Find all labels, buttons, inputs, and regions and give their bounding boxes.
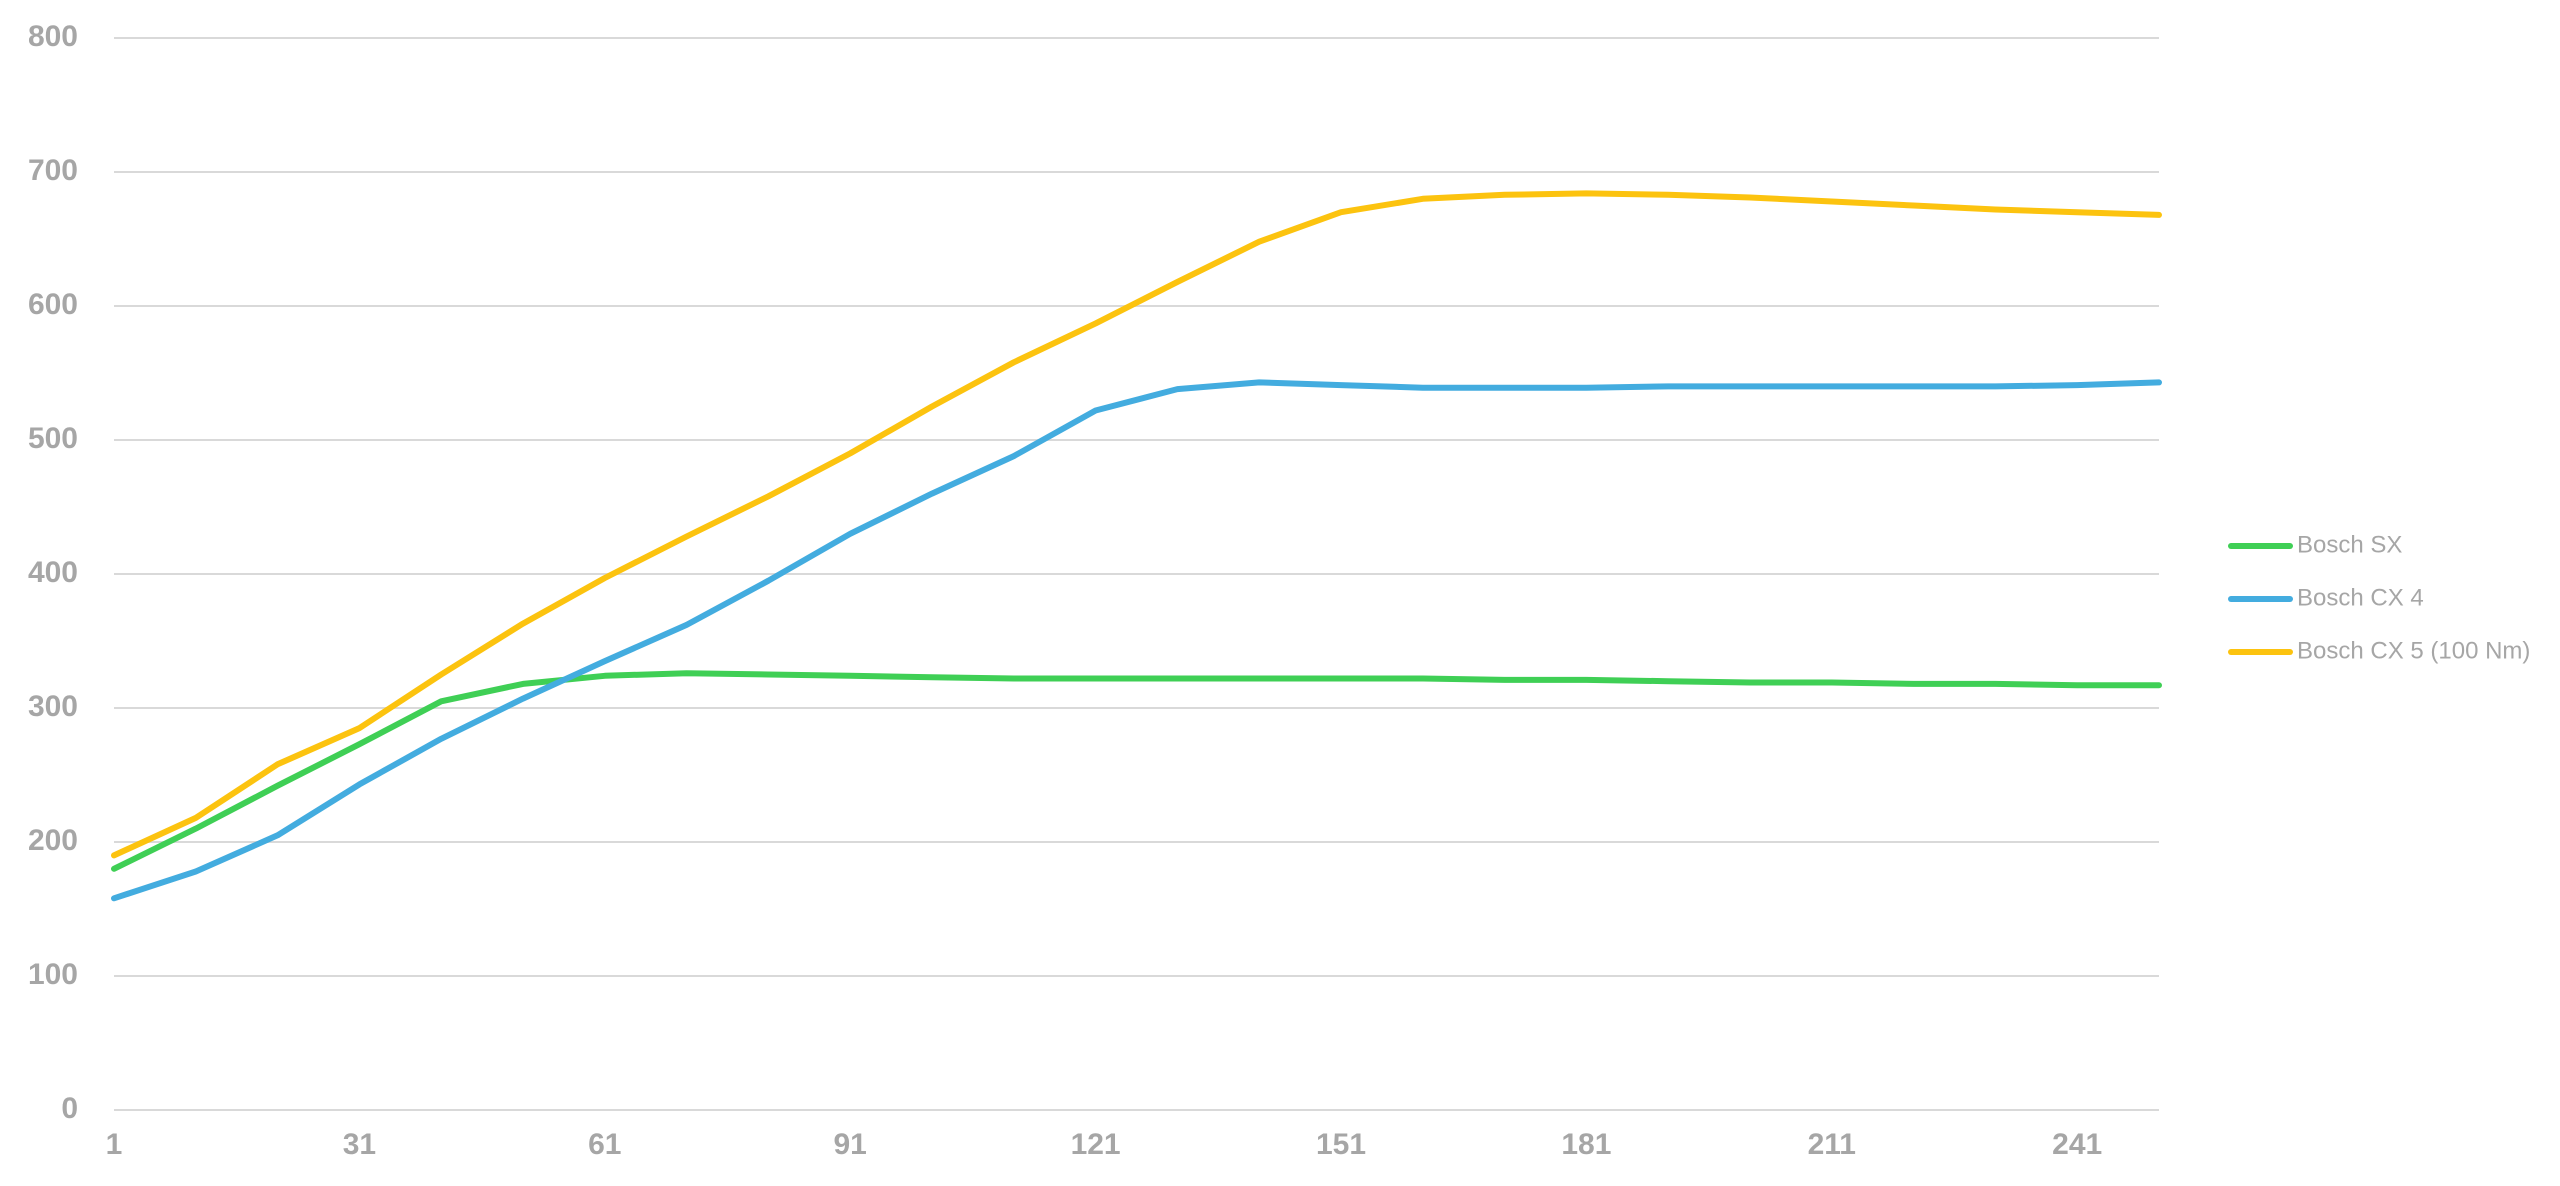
y-tick-label: 400 — [28, 556, 78, 589]
y-tick-label: 200 — [28, 824, 78, 857]
x-tick-label: 181 — [1561, 1128, 1611, 1161]
x-tick-label: 31 — [343, 1128, 376, 1161]
legend-label: Bosch CX 5 (100 Nm) — [2297, 637, 2530, 664]
y-tick-label: 800 — [28, 20, 78, 53]
x-tick-label: 211 — [1808, 1128, 1856, 1161]
x-tick-label: 91 — [834, 1128, 867, 1161]
line-series — [111, 190, 2162, 859]
y-tick-label: 600 — [28, 288, 78, 321]
x-tick-label: 121 — [1071, 1128, 1121, 1161]
x-tick-label: 241 — [2052, 1128, 2102, 1161]
y-tick-label: 500 — [28, 422, 78, 455]
line-series — [111, 670, 2162, 872]
x-tick-label: 1 — [106, 1128, 123, 1161]
y-tick-label: 700 — [28, 154, 78, 187]
x-tick-label: 61 — [588, 1128, 621, 1161]
y-tick-label: 0 — [61, 1092, 78, 1125]
legend-label: Bosch CX 4 — [2297, 584, 2424, 611]
y-tick-label: 100 — [28, 958, 78, 991]
x-tick-label: 151 — [1316, 1128, 1366, 1161]
legend-label: Bosch SX — [2297, 531, 2402, 558]
y-tick-label: 300 — [28, 690, 78, 723]
line-series — [111, 379, 2162, 902]
